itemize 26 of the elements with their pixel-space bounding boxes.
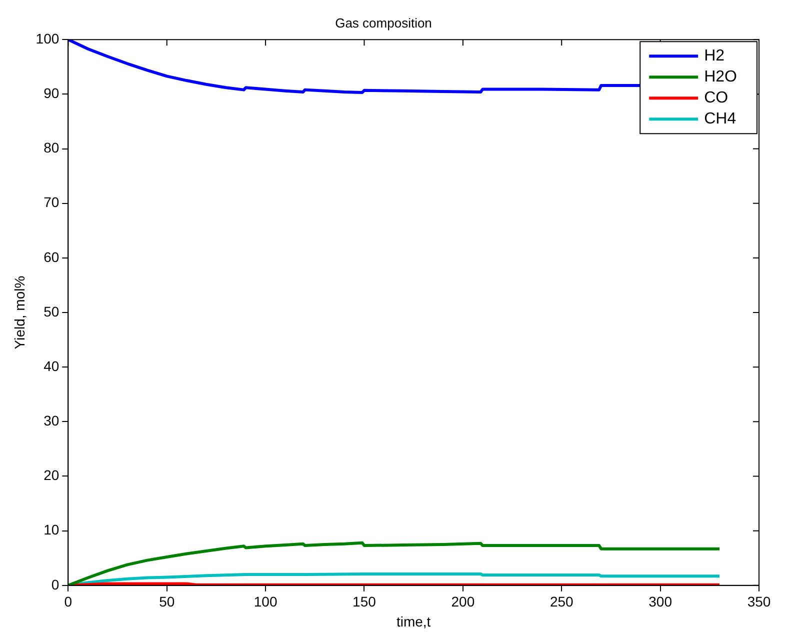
y-tick-label: 50 xyxy=(44,303,60,320)
y-tick-label: 0 xyxy=(51,576,60,592)
y-tick-label: 20 xyxy=(44,467,60,484)
x-tick-label: 200 xyxy=(451,594,475,610)
y-tick-label: 70 xyxy=(44,194,60,210)
y-tick-label: 40 xyxy=(44,358,60,374)
x-tick-label: 300 xyxy=(648,594,672,610)
y-axis-title: Yield, mol% xyxy=(11,276,28,350)
x-tick-label: 150 xyxy=(352,594,376,610)
legend-label: H2O xyxy=(704,68,738,86)
x-tick-label: 50 xyxy=(159,594,175,610)
x-tick-label: 350 xyxy=(747,594,771,610)
x-tick-label: 100 xyxy=(254,594,278,610)
y-tick-label: 90 xyxy=(44,85,60,102)
y-tick-label: 80 xyxy=(44,140,60,156)
y-tick-label: 30 xyxy=(44,412,60,429)
legend-label: CH4 xyxy=(704,110,736,128)
legend-label: H2 xyxy=(704,48,725,65)
x-axis-title: time,t xyxy=(396,613,431,630)
y-tick-label: 60 xyxy=(44,248,60,265)
chart-title: Gas composition xyxy=(335,15,432,30)
legend-label: CO xyxy=(704,90,728,107)
y-tick-label: 10 xyxy=(44,522,60,538)
x-tick-label: 250 xyxy=(550,594,574,610)
y-tick-label: 100 xyxy=(36,30,60,46)
x-tick-label: 0 xyxy=(64,594,72,610)
